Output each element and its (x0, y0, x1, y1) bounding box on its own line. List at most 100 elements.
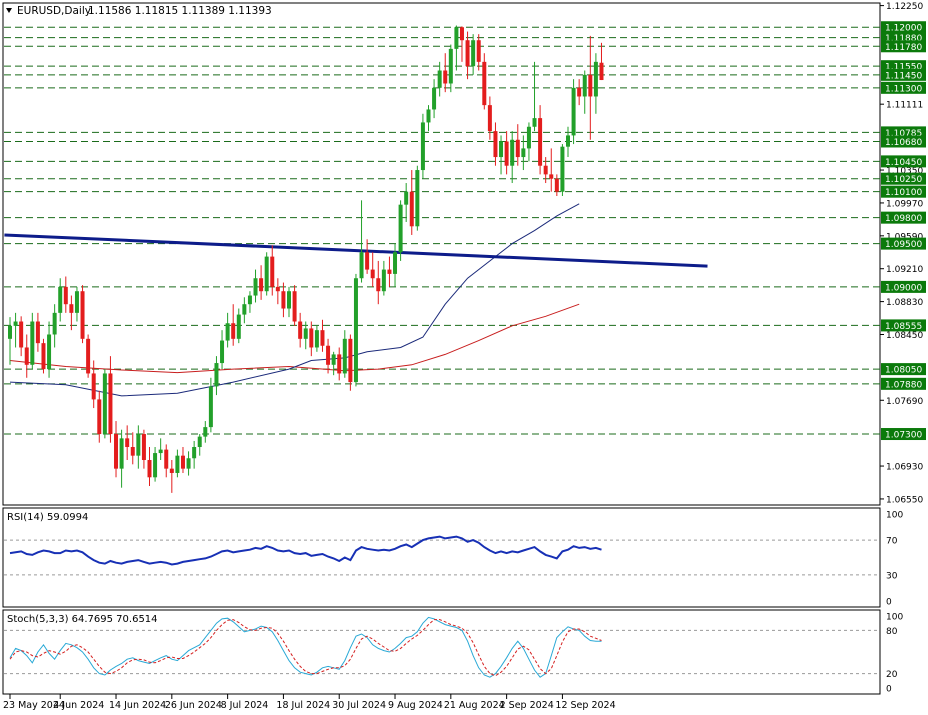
support-resistance-levels (4, 26, 880, 435)
candle-body (554, 178, 559, 192)
time-tick-label: 8 Jul 2024 (221, 700, 269, 711)
level-label: 1.09800 (885, 214, 922, 224)
level-label-box (881, 60, 926, 73)
level-label: 1.12000 (885, 24, 922, 34)
candle-body (521, 148, 526, 158)
candle-body (426, 109, 431, 123)
candle-body (130, 447, 135, 456)
candle-body (387, 269, 392, 274)
candle-body (599, 62, 604, 81)
candle-body (499, 141, 504, 158)
candle-body (192, 447, 197, 459)
candle-body (342, 338, 347, 374)
level-label: 1.11300 (885, 84, 922, 94)
candle-body (314, 330, 319, 348)
candle-body (493, 131, 498, 158)
ma-slow-line (9, 303, 580, 374)
candle-body (108, 373, 113, 435)
candle-body (309, 328, 314, 348)
level-label: 1.08050 (885, 366, 922, 376)
candle-body (331, 354, 336, 365)
candle-body (404, 191, 409, 205)
candle-body (247, 295, 252, 305)
candle-body (35, 321, 40, 344)
candle-body (560, 146, 565, 192)
level-label-box (881, 280, 926, 293)
candle-body (136, 434, 141, 456)
candle-body (582, 74, 587, 97)
rsi-panel: 100 70 30 0 RSI(14) 59.0994 (2, 507, 903, 608)
candle-body (337, 354, 342, 374)
level-label-box (881, 377, 926, 390)
candle-body (549, 174, 554, 179)
candle-body (370, 269, 375, 279)
rsi-tick-label: 70 (886, 537, 898, 547)
level-label-box (881, 428, 926, 441)
level-label-box (881, 155, 926, 168)
level-label: 1.10250 (885, 175, 922, 185)
candle-body (208, 386, 213, 428)
candle-body (186, 458, 191, 469)
candlesticks (8, 25, 604, 493)
price-tick-label: 1.10350 (886, 167, 923, 177)
candle-body (420, 122, 425, 171)
candle-body (459, 27, 464, 41)
candle-body (432, 87, 437, 110)
candle-body (169, 468, 174, 473)
rsi-line (9, 535, 602, 566)
candle-body (236, 314, 241, 339)
candle-body (409, 191, 414, 227)
candle-body (398, 204, 403, 253)
candle-body (348, 338, 353, 383)
level-label: 1.09000 (885, 283, 922, 293)
candle-body (225, 323, 230, 341)
candle-body (577, 87, 582, 97)
time-tick-label: 21 Aug 2024 (444, 700, 505, 711)
candle-body (443, 70, 448, 84)
level-label: 1.11550 (885, 63, 922, 73)
candle-body (180, 455, 185, 469)
price-tick-label: 1.07690 (886, 397, 923, 407)
price-tick-label: 1.08830 (886, 298, 923, 308)
candle-body (141, 434, 146, 460)
candle-body (41, 343, 46, 370)
price-tick-label: 1.06550 (886, 495, 923, 505)
stoch-tick-label: 0 (886, 685, 892, 695)
price-tick-label: 1.12250 (886, 2, 923, 12)
level-label-box (881, 81, 926, 94)
level-label-box (881, 319, 926, 332)
candle-body (487, 105, 492, 132)
time-tick-label: 9 Aug 2024 (388, 700, 443, 711)
candle-body (214, 363, 219, 387)
candle-body (125, 438, 130, 448)
time-tick-label: 12 Sep 2024 (555, 700, 615, 711)
level-label-box (881, 172, 926, 185)
candle-body (526, 126, 531, 149)
candle-body (30, 321, 35, 365)
candle-body (164, 449, 169, 469)
level-label: 1.11450 (885, 71, 922, 81)
candle-body (19, 321, 24, 348)
candle-body (538, 118, 543, 166)
candle-body (510, 139, 515, 166)
candle-body (381, 269, 386, 292)
collapse-triangle-icon[interactable] (6, 8, 12, 13)
candle-body (158, 449, 163, 454)
candle-body (482, 61, 487, 106)
level-label: 1.10100 (885, 188, 922, 198)
price-tick-label: 1.09210 (886, 265, 923, 275)
candle-body (454, 27, 459, 49)
price-axis: 1.12250 1.11111 1.10350 1.09970 1.09590 1.092… (880, 2, 923, 505)
level-label-box (881, 363, 926, 376)
level-label: 1.10785 (885, 129, 922, 139)
candle-body (593, 61, 598, 97)
time-tick-label: 18 Jul 2024 (276, 700, 330, 711)
candle-body (504, 141, 509, 166)
candle-body (437, 70, 442, 88)
level-label-box (881, 185, 926, 198)
rsi-panel-frame (2, 507, 881, 608)
level-label-box (881, 68, 926, 81)
